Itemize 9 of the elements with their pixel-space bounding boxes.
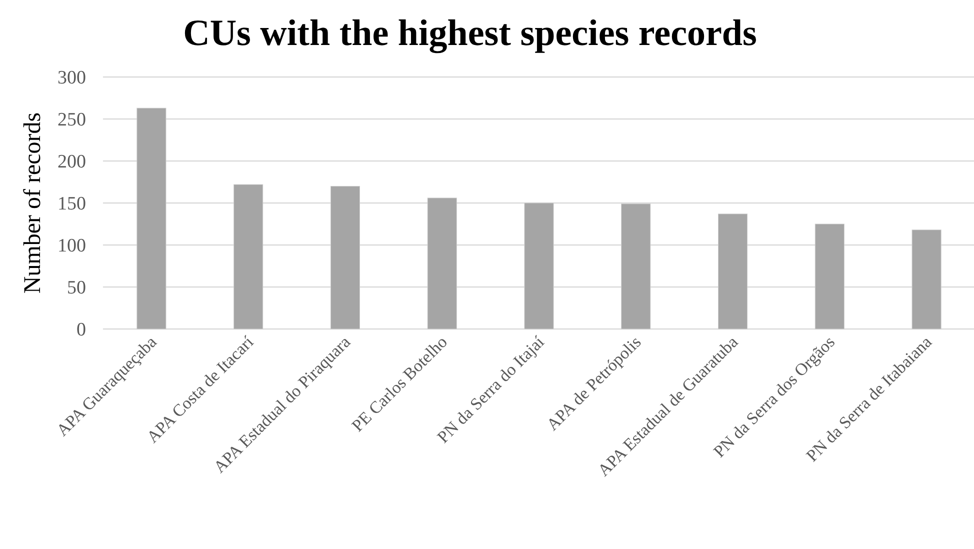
chart-title: CUs with the highest species records [183, 13, 757, 54]
y-tick-label: 100 [58, 236, 86, 257]
y-tick-label: 250 [58, 110, 86, 131]
y-tick-label: 0 [76, 320, 86, 341]
y-tick-label: 150 [58, 194, 86, 215]
y-tick-label: 50 [67, 278, 86, 299]
y-axis-title: Number of records [20, 112, 46, 294]
y-tick-label: 300 [58, 68, 86, 89]
y-tick-label: 200 [58, 152, 86, 173]
